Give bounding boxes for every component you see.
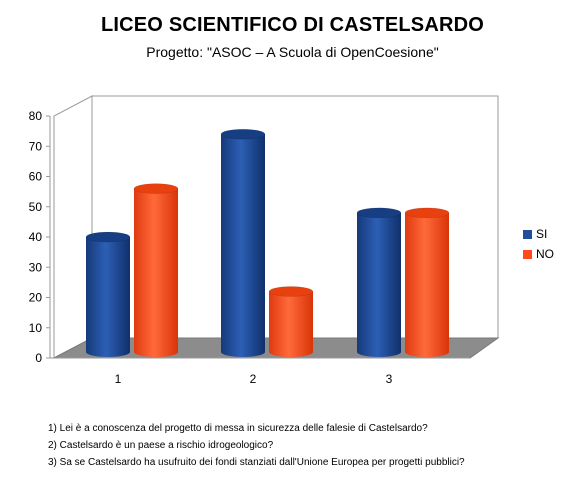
- y-tick-label: 50: [29, 200, 43, 214]
- bar-top-si-1: [85, 231, 131, 243]
- legend-item-si: SI: [523, 224, 554, 244]
- bar-top-si-3: [356, 207, 402, 219]
- bar-si-2: [221, 134, 265, 357]
- bar-no-3: [405, 212, 449, 357]
- x-tick-label: 3: [386, 372, 393, 386]
- y-tick-label: 20: [29, 291, 43, 305]
- bar-top-no-3: [404, 207, 450, 219]
- question-note-2: 2) Castelsardo è un paese a rischio idro…: [48, 440, 274, 451]
- legend-swatch-si: [523, 229, 532, 239]
- x-tick-label: 2: [250, 372, 257, 386]
- bar-top-no-2: [268, 286, 314, 297]
- bar-no-2: [269, 291, 313, 357]
- y-tick-label: 40: [29, 230, 43, 244]
- y-tick-label: 70: [29, 139, 43, 153]
- y-tick-label: 60: [29, 170, 43, 184]
- bar-si-1: [86, 237, 130, 357]
- chart-legend: SI NO: [523, 224, 554, 264]
- legend-swatch-no: [523, 249, 532, 259]
- y-tick-label: 0: [35, 351, 42, 365]
- bar-si-3: [357, 212, 401, 357]
- bar-top-si-2: [220, 128, 266, 140]
- x-tick-label: 1: [115, 372, 122, 386]
- legend-label-si: SI: [536, 227, 548, 241]
- bar-top-no-1: [133, 183, 179, 194]
- chart-subtitle: Progetto: "ASOC – A Scuola di OpenCoesio…: [146, 44, 439, 60]
- bar-no-1: [134, 188, 178, 357]
- question-note-1: 1) Lei è a conoscenza del progetto di me…: [48, 423, 428, 434]
- legend-item-no: NO: [523, 244, 554, 264]
- question-note-3: 3) Sa se Castelsardo ha usufruito dei fo…: [48, 457, 465, 468]
- question-notes: 1) Lei è a conoscenza del progetto di me…: [48, 420, 465, 471]
- legend-label-no: NO: [536, 247, 554, 261]
- y-tick-label: 80: [29, 109, 43, 123]
- y-tick-label: 30: [29, 260, 43, 274]
- y-tick-label: 10: [29, 321, 43, 335]
- chart-title: LICEO SCIENTIFICO DI CASTELSARDO: [100, 14, 485, 36]
